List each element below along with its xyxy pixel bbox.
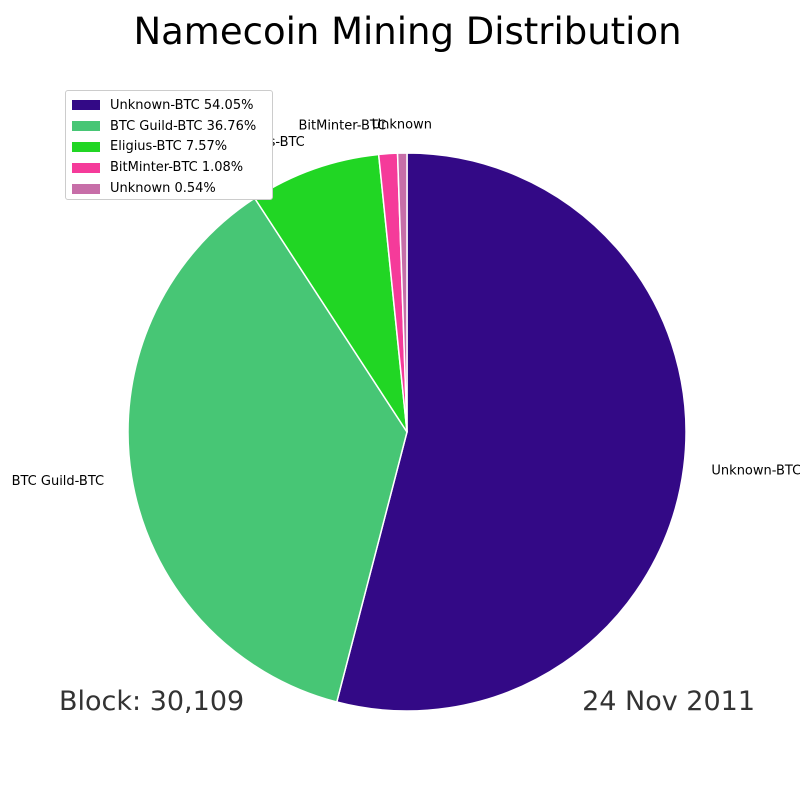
pie-slice-label: Unknown-BTC <box>711 463 800 478</box>
legend-item: Unknown-BTC 54.05% <box>72 95 272 116</box>
pie-slices <box>127 152 687 712</box>
legend-swatch <box>72 162 100 173</box>
date-label: 24 Nov 2011 <box>582 686 755 717</box>
pie-slice <box>396 152 408 433</box>
pie-slice <box>336 152 687 712</box>
legend: Unknown-BTC 54.05% BTC Guild-BTC 36.76% … <box>65 90 273 200</box>
pie-slice-label: BTC Guild-BTC <box>12 474 105 489</box>
legend-label: Unknown 0.54% <box>110 181 216 197</box>
legend-swatch <box>72 121 100 132</box>
pie-slice-label: BitMinter-BTC <box>298 118 386 133</box>
legend-label: BTC Guild-BTC 36.76% <box>110 118 257 134</box>
legend-item: BTC Guild-BTC 36.76% <box>72 116 272 137</box>
legend-swatch <box>72 100 100 111</box>
legend-label: BitMinter-BTC 1.08% <box>110 160 244 176</box>
pie-slice-label: Unknown <box>372 118 432 133</box>
legend-swatch <box>72 141 100 152</box>
block-number-label: Block: 30,109 <box>59 686 245 717</box>
legend-label: Unknown-BTC 54.05% <box>110 97 254 113</box>
pie-slice <box>127 197 408 703</box>
chart-title: Namecoin Mining Distribution <box>133 10 682 53</box>
legend-item: Unknown 0.54% <box>72 178 272 199</box>
legend-swatch <box>72 183 100 194</box>
legend-item: Eligius-BTC 7.57% <box>72 137 272 158</box>
legend-label: Eligius-BTC 7.57% <box>110 139 228 155</box>
legend-item: BitMinter-BTC 1.08% <box>72 157 272 178</box>
